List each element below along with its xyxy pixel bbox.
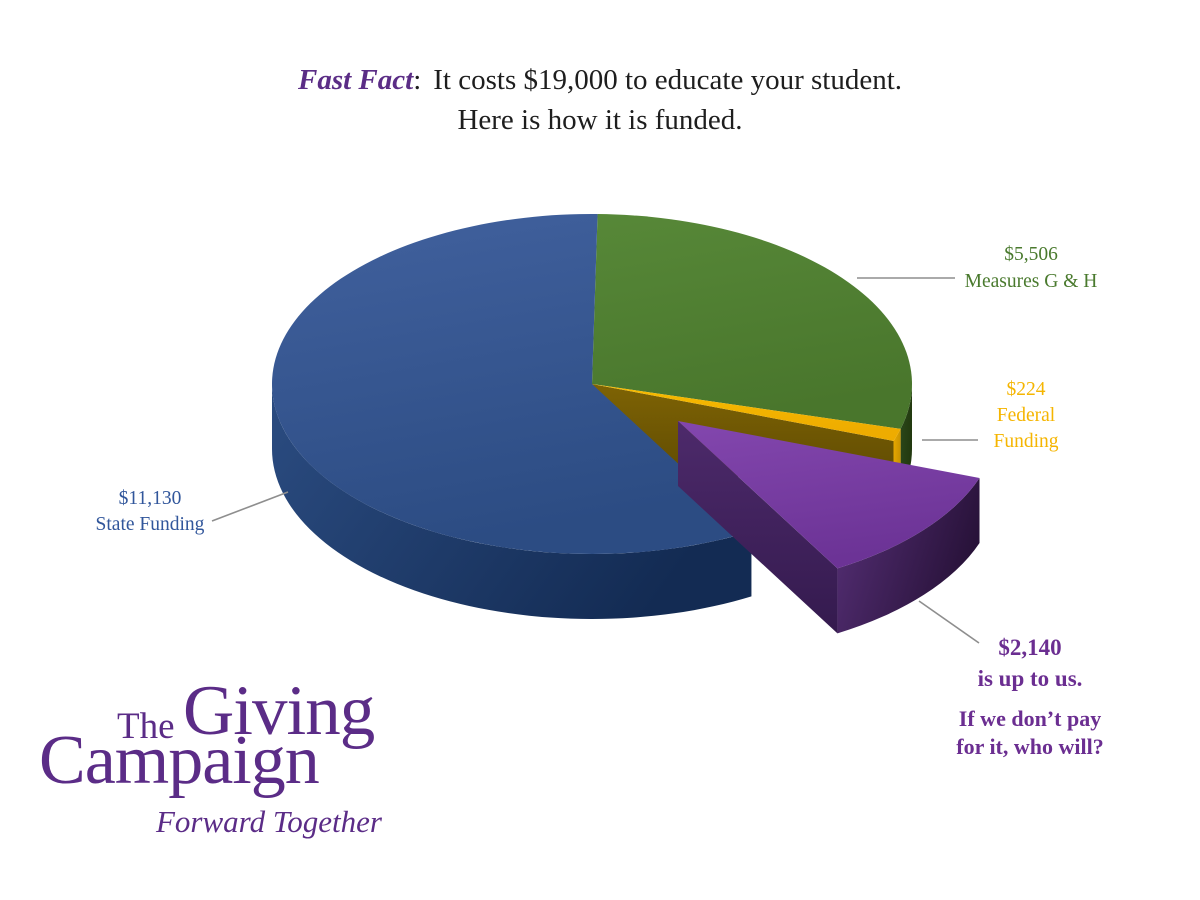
pie-slice-state-funding (271, 214, 752, 619)
question-line-2: for it, who will? (956, 734, 1104, 759)
logo-the: The (117, 706, 175, 747)
uptous-label: is up to us. (977, 666, 1083, 691)
pie-slice-up-to-us (678, 421, 980, 634)
question-line-1: If we don’t pay (958, 706, 1102, 731)
question-note: If we don’t pay for it, who will? (925, 705, 1135, 761)
federal-value: $224 (1006, 379, 1046, 400)
title-colon: : (413, 64, 422, 96)
page-title: Fast Fact: It costs $19,000 to educate yo… (0, 60, 1200, 140)
logo-tagline: Forward Together (156, 804, 382, 839)
title-line-2: Here is how it is funded. (457, 104, 743, 136)
measures-value: $5,506 (1004, 244, 1058, 265)
leader-lines (211, 277, 980, 644)
logo-campaign: Campaign (39, 722, 320, 799)
logo-giving: Giving (183, 672, 375, 750)
title-line1-text: It costs $19,000 to educate your student… (433, 64, 903, 96)
title-highlight: Fast Fact (297, 64, 414, 96)
uptous-value: $2,140 (998, 635, 1062, 660)
federal-label2: Funding (993, 431, 1059, 452)
callout-federal-funding: $224 Federal Funding (951, 377, 1101, 455)
callout-up-to-us: $2,140 is up to us. (940, 632, 1120, 694)
state-label: State Funding (95, 514, 205, 535)
title-line-1: Fast Fact: It costs $19,000 to educate yo… (0, 60, 1200, 100)
callout-state-funding: $11,130 State Funding (45, 486, 255, 538)
state-value: $11,130 (118, 488, 182, 509)
measures-label: Measures G & H (964, 271, 1098, 292)
federal-label1: Federal (996, 405, 1056, 426)
callout-measures-g-h: $5,506 Measures G & H (949, 241, 1113, 295)
